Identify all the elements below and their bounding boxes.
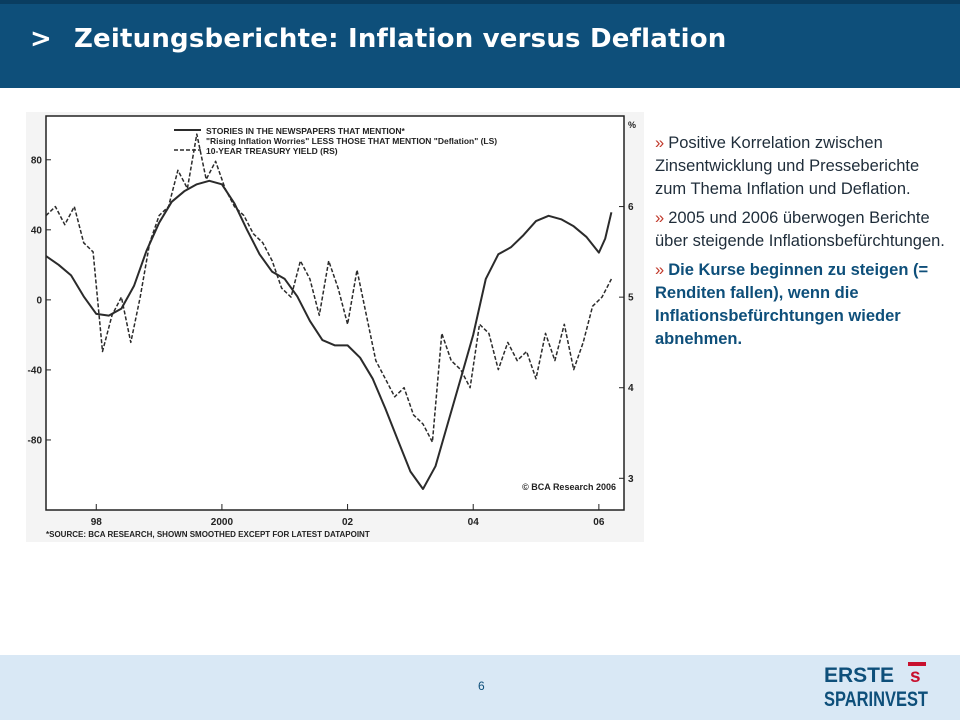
plot-frame [45,115,625,511]
chart-copyright: © BCA Research 2006 [522,482,616,492]
svg-text:s: s [910,666,921,687]
bullet-list: » Positive Korrelation zwischen Zinsentwi… [655,132,945,357]
y-left-tick-label: 40 [31,225,43,236]
series-line-treasury-yield [45,133,613,443]
header-bar: > Zeitungsberichte: Inflation versus Defl… [0,0,960,88]
y-right-tick-label: 5 [628,293,634,304]
legend-entry-2: 10-YEAR TREASURY YIELD (RS) [206,146,338,156]
slide-title-text: Zeitungsberichte: Inflation versus Defla… [74,24,727,54]
y-right-tick-label: 3 [628,474,634,485]
bullet-item-highlight: » Die Kurse beginnen zu steigen (= Rendit… [655,259,945,351]
legend-entry-1: "Rising Inflation Worries" LESS THOSE TH… [206,136,497,146]
logo-line1: ERSTE [824,664,894,687]
legend-title: STORIES IN THE NEWSPAPERS THAT MENTION* [206,126,406,136]
bullet-mark: » [655,134,665,152]
bullet-mark: » [655,261,665,279]
y-left-tick-label: 0 [36,295,42,306]
series-line-news-stories [45,179,613,490]
title-caret: > [30,24,52,54]
x-tick-label: 02 [342,517,354,528]
bullet-item: » Positive Korrelation zwischen Zinsentwi… [655,132,945,201]
x-tick-label: 06 [593,517,605,528]
bullet-item: » 2005 und 2006 überwogen Berichte über s… [655,207,945,253]
y-right-tick-label: 6 [628,202,634,213]
y-right-unit-label: % [628,120,636,130]
x-tick-label: 2000 [211,517,234,528]
bullet-text: Die Kurse beginnen zu steigen (= Rendite… [655,261,929,348]
x-tick-label: 04 [468,517,480,528]
logo-symbol: s [908,662,926,687]
y-left-tick-label: -40 [28,365,43,376]
chart-source-note: *SOURCE: BCA RESEARCH, SHOWN SMOOTHED EX… [46,530,370,539]
y-right-tick-label: 4 [628,383,634,394]
page-number: 6 [478,679,485,693]
footer-bar [0,655,960,720]
bullet-text: 2005 und 2006 überwogen Berichte über st… [655,209,945,250]
x-tick-label: 98 [91,517,103,528]
chart-panel: 98 2000 02 04 06 80 40 0 -40 -80 6 5 4 3% STORIES IN T… [26,112,644,542]
header-accent-line [0,0,960,4]
bullet-text: Positive Korrelation zwischen Zinsentwic… [655,134,920,198]
slide-title: > Zeitungsberichte: Inflation versus Defl… [30,24,726,54]
bullet-mark: » [655,209,665,227]
y-left-tick-label: -80 [28,435,43,446]
logo-line2: SPARINVEST [824,688,928,711]
erste-sparinvest-logo: ERSTE SPARINVEST s [824,662,928,711]
y-left-tick-label: 80 [31,155,43,166]
line-chart: 98 2000 02 04 06 80 40 0 -40 -80 6 5 4 3% STORIES IN T… [28,115,636,539]
